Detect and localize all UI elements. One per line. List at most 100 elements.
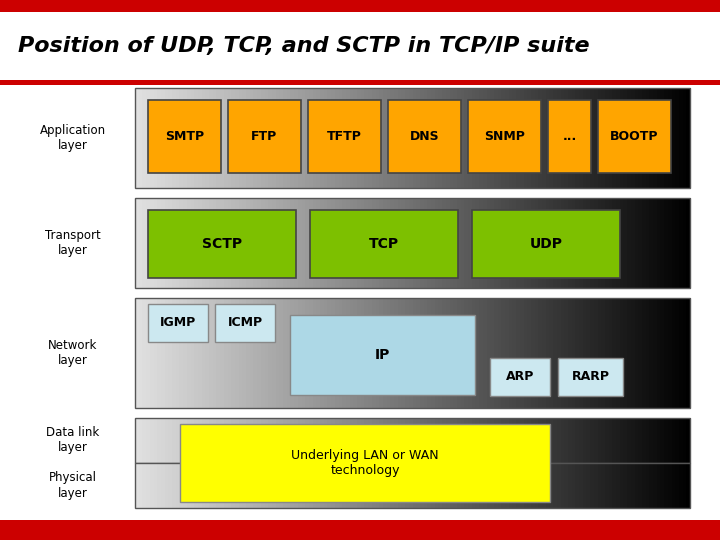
Bar [446,463,450,508]
Bar [638,463,642,508]
Bar [331,463,336,508]
Bar [235,418,239,463]
Bar [634,418,639,463]
Bar [653,198,657,288]
Bar [475,198,480,288]
Bar [413,298,417,408]
Bar [631,88,635,188]
Bar [664,198,668,288]
Text: Physical
layer: Physical layer [48,471,96,500]
Bar [168,88,173,188]
Bar [638,198,642,288]
Text: ICMP: ICMP [228,316,263,329]
Bar [498,298,502,408]
Bar [653,298,657,408]
Bar [186,198,191,288]
Bar [505,198,509,288]
Bar [427,418,431,463]
Bar [165,298,168,408]
Bar [590,463,594,508]
Bar [179,298,184,408]
Bar [446,88,450,188]
Bar [139,463,143,508]
Bar [479,198,483,288]
Bar [679,198,683,288]
Bar [228,100,301,173]
Bar [549,418,554,463]
Bar [657,298,661,408]
Bar [442,198,446,288]
Bar [390,418,395,463]
Bar [387,88,391,188]
Bar [264,463,269,508]
Bar [394,463,398,508]
Bar [342,418,346,463]
Bar [235,298,239,408]
Bar [620,463,624,508]
Bar [660,418,665,463]
Bar [364,463,369,508]
Bar [586,198,590,288]
Bar [642,418,646,463]
Bar [487,88,491,188]
Bar [468,463,472,508]
Bar [253,198,258,288]
Bar [649,198,654,288]
Bar [272,418,276,463]
Bar [354,463,358,508]
Bar [612,463,616,508]
Bar [191,298,194,408]
Bar [194,198,199,288]
Bar [616,298,620,408]
Bar [405,198,409,288]
Bar [601,198,606,288]
Bar [527,463,531,508]
Bar [683,198,687,288]
Bar [557,418,561,463]
Bar [246,298,251,408]
Bar [279,198,284,288]
Bar [557,298,561,408]
Bar [598,463,602,508]
Bar [338,463,343,508]
Bar [176,463,180,508]
Text: Data link
layer: Data link layer [46,427,99,455]
Bar [387,463,391,508]
Bar [498,198,502,288]
Bar [316,198,320,288]
Bar [346,298,350,408]
Bar [501,88,505,188]
Bar [438,463,443,508]
Bar [612,298,616,408]
Bar [235,463,239,508]
Bar [146,418,150,463]
Bar [449,198,454,288]
Bar [316,418,320,463]
Bar [198,463,202,508]
Bar [442,88,446,188]
Bar [461,88,465,188]
Bar [368,298,372,408]
Bar [135,88,139,188]
Bar [376,463,379,508]
Bar [560,418,564,463]
Bar [494,418,498,463]
Bar [335,418,339,463]
Bar [472,210,620,278]
Bar [153,463,158,508]
Bar [405,463,409,508]
Bar [612,198,616,288]
Bar [431,88,435,188]
Bar [479,418,483,463]
Bar [150,463,154,508]
Bar [305,198,310,288]
Bar [490,358,550,396]
Bar [464,298,469,408]
Bar [243,298,246,408]
Bar [624,198,628,288]
Bar [161,88,165,188]
Bar [598,88,602,188]
Bar [257,198,261,288]
Text: UDP: UDP [529,237,562,251]
Bar [627,298,631,408]
